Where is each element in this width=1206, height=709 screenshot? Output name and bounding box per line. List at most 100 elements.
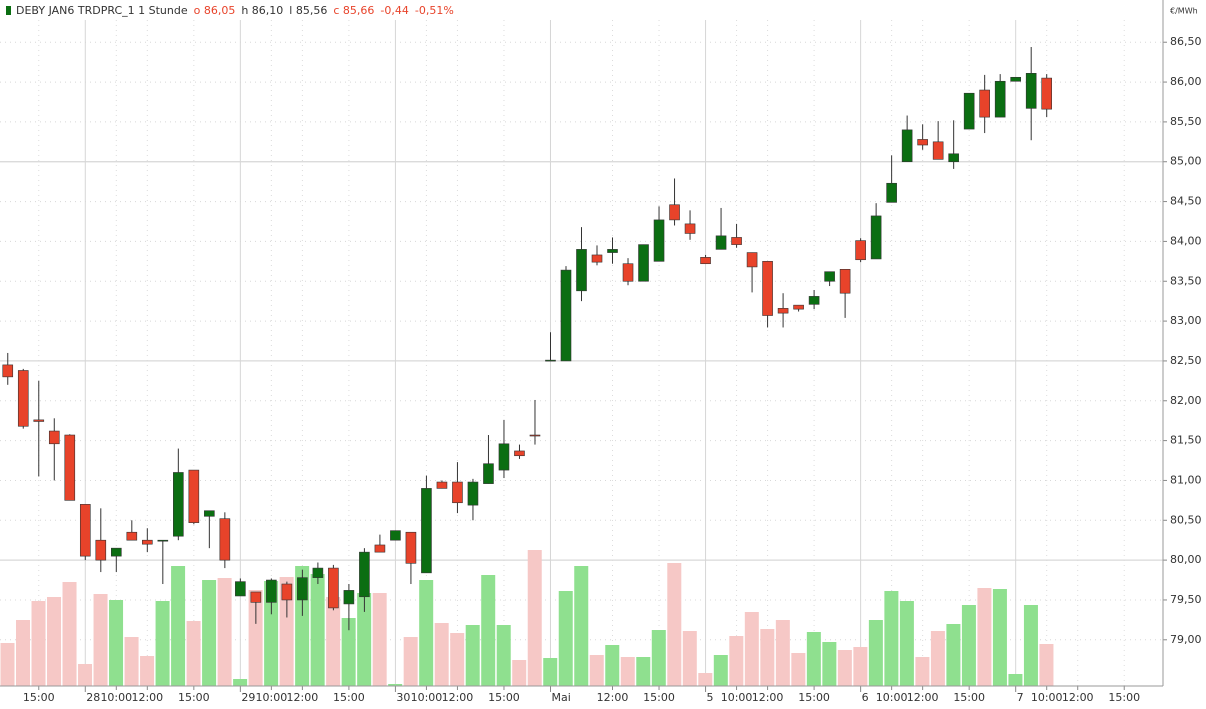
ohlc-label: o 86,05 xyxy=(194,4,236,17)
volume-bar xyxy=(605,645,620,686)
candle-body xyxy=(1010,76,1021,82)
volume-bar xyxy=(636,657,651,686)
volume-bar xyxy=(0,643,15,686)
volume-bar xyxy=(682,631,697,686)
candle-body xyxy=(405,531,417,564)
candle-body xyxy=(79,504,91,557)
candle-body xyxy=(793,304,804,310)
volume-bar xyxy=(155,601,170,686)
x-tick-label: 15:00 xyxy=(488,691,520,704)
candle-body xyxy=(715,235,727,250)
candle-body xyxy=(700,257,711,265)
volume-bar xyxy=(822,642,837,686)
volume-bar xyxy=(403,637,418,686)
volume-bar xyxy=(481,575,496,686)
volume-bar xyxy=(1008,674,1023,686)
x-tick-label: 10:00 xyxy=(1031,691,1063,704)
x-tick-label: 15:00 xyxy=(798,691,830,704)
volume-bar xyxy=(713,655,728,686)
x-tick-label: 15:00 xyxy=(643,691,675,704)
y-tick-label: 81,00 xyxy=(1170,473,1202,486)
x-tick-label: 10:00 xyxy=(876,691,908,704)
candle-body xyxy=(374,544,386,553)
volume-bar xyxy=(357,593,372,686)
volume-bar xyxy=(171,566,186,686)
candle-body xyxy=(390,530,401,541)
candle-body xyxy=(142,539,153,545)
candle-body xyxy=(312,567,324,578)
day-tick-label: 7 xyxy=(1017,691,1024,704)
candle-body xyxy=(2,364,14,378)
chart-title: DEBY JAN6 TRDPRC_1 1 Stunde xyxy=(16,4,188,17)
volume-bar xyxy=(512,660,527,686)
volume-bar xyxy=(760,629,775,686)
candle-body xyxy=(731,237,742,245)
day-tick-label: 28 xyxy=(86,691,100,704)
ohlc-label: -0,51% xyxy=(415,4,454,17)
x-tick-label: 10:00 xyxy=(721,691,753,704)
candle-body xyxy=(653,219,665,262)
x-tick-label: 10:00 xyxy=(100,691,132,704)
candle-body xyxy=(545,359,556,362)
volume-bar xyxy=(992,589,1007,686)
volume-bar xyxy=(264,581,279,686)
candle-body xyxy=(343,590,355,605)
x-tick-label: 12:00 xyxy=(287,691,319,704)
candle-body xyxy=(886,182,897,203)
candle-body xyxy=(33,419,45,422)
ohlc-label: c 85,66 xyxy=(333,4,374,17)
candle-body xyxy=(421,488,432,574)
candle-body xyxy=(762,261,773,316)
candle-body xyxy=(839,269,851,294)
volume-bar xyxy=(186,621,201,686)
volume-bar xyxy=(78,664,93,686)
x-tick-label: 15:00 xyxy=(953,691,985,704)
volume-bar xyxy=(667,563,682,686)
volume-bar xyxy=(543,658,558,686)
candle-body xyxy=(17,370,29,427)
candle-body xyxy=(188,469,200,523)
x-tick-label: 10:00 xyxy=(256,691,288,704)
candle-body xyxy=(622,263,634,282)
candle-body xyxy=(948,153,959,163)
volume-bar xyxy=(217,578,232,686)
candle-body xyxy=(607,249,618,253)
volume-bar xyxy=(109,600,124,686)
volume-bar xyxy=(140,656,155,686)
y-tick-label: 84,50 xyxy=(1170,195,1202,208)
x-tick-label: 15:00 xyxy=(178,691,210,704)
candle-body xyxy=(498,443,510,471)
volume-bar xyxy=(47,597,62,686)
volume-bar xyxy=(744,612,759,686)
day-tick-label: Mai xyxy=(551,691,570,704)
candle-body xyxy=(219,518,231,561)
volume-bar xyxy=(589,655,604,686)
candle-body xyxy=(746,252,758,268)
volume-bar xyxy=(527,550,542,686)
candle-body xyxy=(95,539,107,561)
volume-bar xyxy=(372,593,387,686)
volume-bar xyxy=(837,650,852,686)
volume-bar xyxy=(1039,644,1054,686)
day-tick-label: 29 xyxy=(241,691,255,704)
volume-bar xyxy=(977,588,992,686)
ohlc-label: l 85,56 xyxy=(289,4,327,17)
volume-bar xyxy=(620,657,635,686)
volume-bar xyxy=(868,620,883,686)
candle-body xyxy=(932,141,944,160)
volume-bar xyxy=(202,580,217,686)
x-tick-label: 12:00 xyxy=(752,691,784,704)
volume-bar xyxy=(946,624,961,686)
volume-bar xyxy=(729,636,744,686)
y-unit: €/MWh xyxy=(1170,7,1198,16)
candle-body xyxy=(669,204,680,221)
y-tick-label: 83,00 xyxy=(1170,314,1202,327)
candle-body xyxy=(483,463,494,484)
y-tick-label: 85,00 xyxy=(1170,155,1202,168)
candle-body xyxy=(266,579,277,603)
y-tick-label: 80,00 xyxy=(1170,553,1202,566)
volume-bar xyxy=(775,620,790,686)
candle-body xyxy=(576,249,587,292)
volume-bar xyxy=(388,684,403,686)
